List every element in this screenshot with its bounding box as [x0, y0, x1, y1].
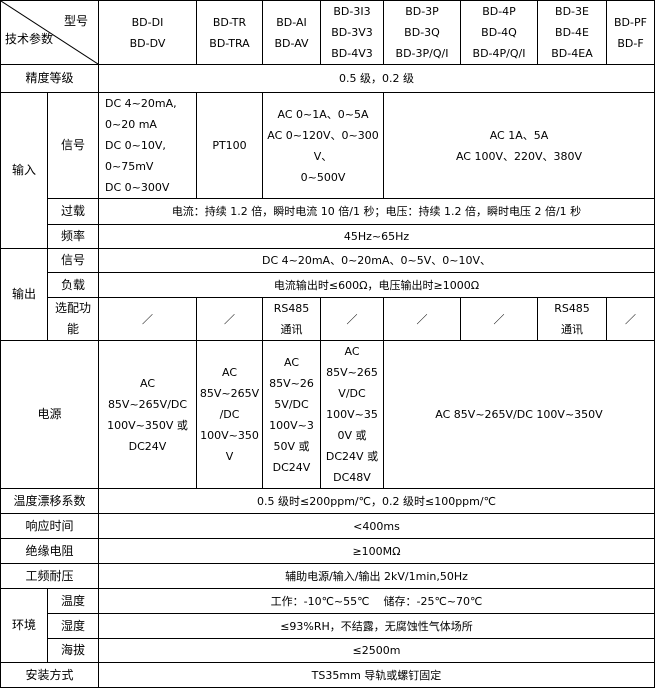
option-value: ／	[383, 297, 461, 341]
drift-value: 0.5 级时≤200ppm/℃，0.2 级时≤100ppm/℃	[98, 488, 655, 514]
withstand-row: 工频耐压 辅助电源/输入/输出 2kV/1min,50Hz	[0, 563, 655, 589]
model-header: BD-AI BD-AV	[262, 0, 321, 65]
load-label: 负载	[47, 272, 99, 298]
input-signal-row: 输入 信号 DC 4~20mA, 0~20 mA DC 0~10V, 0~75mV DC…	[0, 92, 655, 249]
power-value: AC 85V~265V/DC 100V~350 V	[196, 340, 263, 489]
withstand-value: 辅助电源/输入/输出 2kV/1min,50Hz	[98, 563, 655, 589]
frequency-value: 45Hz~65Hz	[98, 224, 655, 249]
altitude-row: 海拔 ≤2500m	[1, 638, 655, 663]
input-signal-dc: DC 4~20mA, 0~20 mA DC 0~10V, 0~75mV DC 0~300…	[98, 92, 197, 199]
temperature-label: 温度	[47, 588, 99, 614]
model-header: BD-4P BD-4Q BD-4P/Q/I	[460, 0, 538, 65]
option-value: ／	[606, 297, 655, 341]
overload-row: 过载 电流：持续 1.2 倍，瞬时电流 10 倍/1 秒；电压：持续 1.2 倍…	[1, 198, 655, 225]
power-value: AC 85V~265 V/DC 100V~35 0V 或 DC24V 或 DC48V	[320, 340, 384, 489]
option-value: ／	[98, 297, 197, 341]
model-header: BD-TR BD-TRA	[196, 0, 263, 65]
withstand-label: 工频耐压	[0, 563, 99, 589]
accuracy-value: 0.5 级，0.2 级	[98, 64, 655, 93]
option-row: 选配功能 ／ ／ RS485 通讯 ／ ／ ／ RS485 通讯 ／	[1, 297, 655, 341]
model-header: BD-DI BD-DV	[98, 0, 197, 65]
insulation-value: ≥100MΩ	[98, 538, 655, 564]
environment-label: 环境	[0, 588, 48, 663]
option-value: RS485 通讯	[537, 297, 607, 341]
humidity-label: 湿度	[47, 613, 99, 639]
overload-value: 电流：持续 1.2 倍，瞬时电流 10 倍/1 秒；电压：持续 1.2 倍，瞬时…	[98, 198, 655, 225]
model-header: BD-3P BD-3Q BD-3P/Q/I	[383, 0, 461, 65]
accuracy-label: 精度等级	[0, 64, 99, 93]
model-label: 型号	[63, 14, 88, 28]
frequency-row: 频率 45Hz~65Hz	[1, 224, 655, 249]
power-value: AC 85V~265V/DC 100V~350V	[383, 340, 655, 489]
accuracy-row: 精度等级 0.5 级，0.2 级	[0, 64, 655, 93]
input-signal-label: 信号	[47, 92, 99, 199]
model-header: BD-PF BD-F	[606, 0, 655, 65]
overload-label: 过载	[47, 198, 99, 225]
model-header: BD-3E BD-4E BD-4EA	[537, 0, 607, 65]
mounting-value: TS35mm 导轨或螺钉固定	[98, 662, 655, 688]
drift-row: 温度漂移系数 0.5 级时≤200ppm/℃，0.2 级时≤100ppm/℃	[0, 488, 655, 514]
input-signal-pt: PT100	[196, 92, 263, 199]
response-value: <400ms	[98, 513, 655, 539]
temperature-row: 环境 温度 工作：-10℃~55℃ 储存：-25℃~70℃	[0, 588, 655, 663]
param-label: 技术参数	[5, 32, 54, 46]
load-value: 电流输出时≤600Ω，电压输出时≥1000Ω	[98, 272, 655, 298]
option-value: ／	[320, 297, 384, 341]
mounting-label: 安装方式	[0, 662, 99, 688]
output-signal-label: 信号	[47, 248, 99, 273]
altitude-label: 海拔	[47, 638, 99, 663]
load-row: 负载 电流输出时≤600Ω，电压输出时≥1000Ω	[1, 272, 655, 298]
frequency-label: 频率	[47, 224, 99, 249]
model-header: BD-3I3 BD-3V3 BD-4V3	[320, 0, 384, 65]
input-signal-ac: AC 0~1A、0~5A AC 0~120V、0~300V、 0~500V	[262, 92, 384, 199]
response-label: 响应时间	[0, 513, 99, 539]
output-signal-row: 输出 信号 DC 4~20mA、0~20mA、0~5V、0~10V、	[0, 248, 655, 341]
output-signal-value: DC 4~20mA、0~20mA、0~5V、0~10V、	[98, 248, 655, 273]
option-label: 选配功能	[47, 297, 99, 341]
response-row: 响应时间 <400ms	[0, 513, 655, 539]
power-label: 电源	[0, 340, 99, 489]
output-label: 输出	[0, 248, 48, 341]
input-label: 输入	[0, 92, 48, 249]
insulation-label: 绝缘电阻	[0, 538, 99, 564]
power-row: 电源 AC 85V~265V/DC 100V~350V 或 DC24V AC 85V~2…	[0, 340, 655, 489]
mounting-row: 安装方式 TS35mm 导轨或螺钉固定	[0, 662, 655, 688]
altitude-value: ≤2500m	[98, 638, 655, 663]
humidity-row: 湿度 ≤93%RH，不结露，无腐蚀性气体场所	[1, 613, 655, 639]
option-value: RS485 通讯	[262, 297, 321, 341]
input-signal-power: AC 1A、5A AC 100V、220V、380V	[383, 92, 655, 199]
diagonal-header-cell: 型号 技术参数	[0, 0, 99, 65]
option-value: ／	[460, 297, 538, 341]
option-value: ／	[196, 297, 263, 341]
diagonal-line	[1, 1, 98, 64]
header-row: 型号 技术参数 BD-DI BD-DV BD-TR BD-TRA BD-AI BD-A…	[0, 0, 655, 65]
drift-label: 温度漂移系数	[0, 488, 99, 514]
humidity-value: ≤93%RH，不结露，无腐蚀性气体场所	[98, 613, 655, 639]
temperature-value: 工作：-10℃~55℃ 储存：-25℃~70℃	[98, 588, 655, 614]
insulation-row: 绝缘电阻 ≥100MΩ	[0, 538, 655, 564]
